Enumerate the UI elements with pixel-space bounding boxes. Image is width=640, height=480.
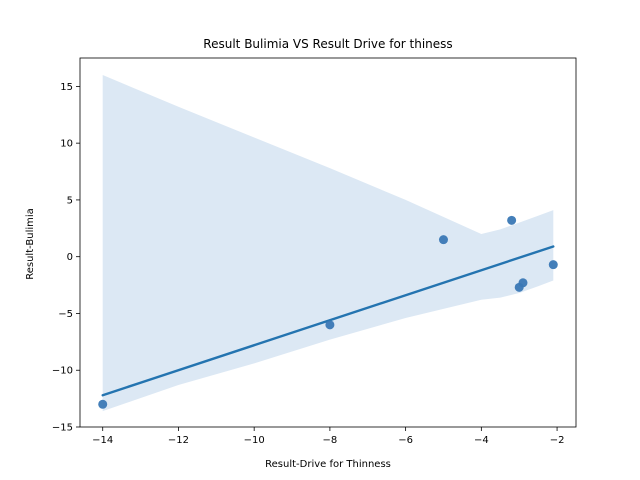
data-point — [98, 399, 108, 409]
y-tick-label: −10 — [52, 366, 73, 377]
data-point — [518, 278, 528, 288]
x-tick-label: −2 — [550, 435, 565, 446]
y-tick-label: 15 — [60, 82, 73, 93]
confidence-band-layer — [102, 75, 554, 412]
confidence-band — [102, 75, 554, 412]
data-points-layer — [98, 215, 558, 409]
x-tick-label: −12 — [168, 435, 189, 446]
data-point — [548, 260, 558, 270]
x-tick-label: −10 — [244, 435, 265, 446]
x-tick-label: −6 — [398, 435, 413, 446]
plot-area-frame — [79, 57, 577, 428]
y-tick-label: −15 — [52, 423, 73, 434]
x-tick-label: −4 — [474, 435, 489, 446]
data-point — [438, 235, 448, 245]
data-point — [325, 320, 335, 330]
y-tick-label: 0 — [67, 252, 73, 263]
x-axis-label: Result-Drive for Thinness — [265, 459, 391, 470]
y-axis-ticks: −15 −10 −5 0 5 10 15 — [52, 82, 80, 434]
y-axis-label: Result-Bulimia — [25, 208, 36, 280]
chart-title: Result Bulimia VS Result Drive for thine… — [203, 37, 452, 51]
y-tick-label: 10 — [60, 139, 73, 150]
x-tick-label: −8 — [323, 435, 338, 446]
y-tick-label: −5 — [58, 309, 73, 320]
x-tick-label: −14 — [92, 435, 113, 446]
x-axis-ticks: −14 −12 −10 −8 −6 −4 −2 — [92, 427, 564, 446]
y-tick-label: 5 — [67, 195, 73, 206]
data-point — [507, 215, 517, 225]
